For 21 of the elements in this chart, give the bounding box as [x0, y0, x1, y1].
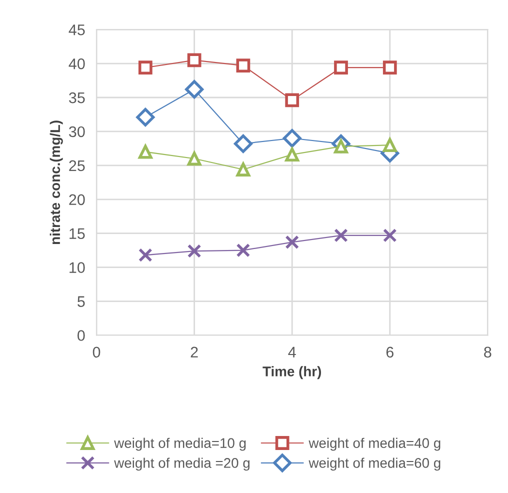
legend-label: weight of media =20 g	[114, 458, 250, 471]
x-tick-label: 0	[92, 346, 100, 358]
legend-label: weight of media=60 g	[308, 458, 440, 471]
y-tick-label: 0	[78, 330, 85, 341]
x-tick-label: 6	[386, 346, 394, 358]
legend-label: weight of media=10 g	[114, 438, 246, 451]
x-tick-label: 4	[288, 346, 296, 358]
y-tick-label: 20	[69, 194, 85, 206]
y-axis-title: nitrate conc.(mg/L)	[50, 120, 63, 244]
x-tick-label: 2	[190, 346, 198, 358]
y-tick-label: 30	[69, 126, 85, 138]
y-tick-label: 25	[69, 160, 85, 172]
y-tick-label: 5	[78, 296, 85, 307]
x-axis-title: Time (hr)	[262, 366, 321, 380]
y-tick-label: 35	[69, 92, 85, 104]
x-tick-label: 8	[484, 346, 492, 358]
legend-label: weight of media=40 g	[308, 438, 440, 451]
y-tick-label: 40	[68, 58, 85, 70]
y-tick-label: 10	[70, 262, 85, 273]
y-tick-label: 15	[70, 228, 85, 240]
y-tick-label: 45	[68, 24, 85, 36]
